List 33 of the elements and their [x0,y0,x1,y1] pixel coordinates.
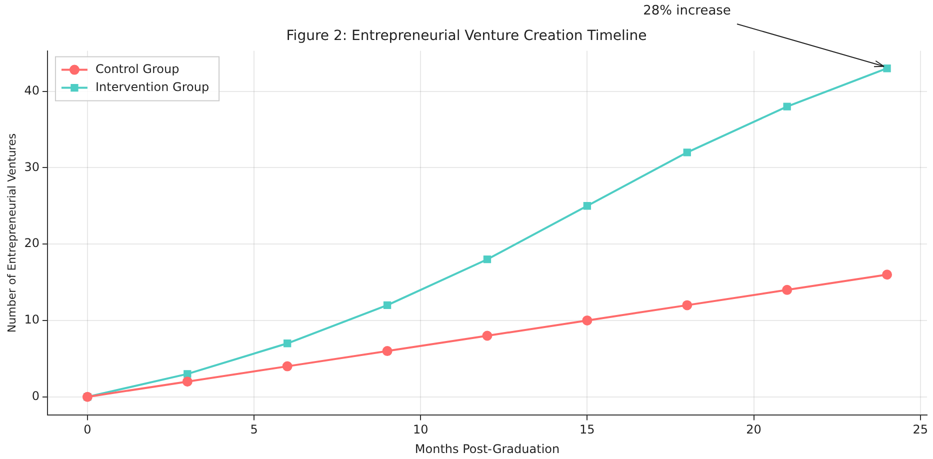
x-axis-title: Months Post-Graduation [414,442,560,456]
y-tick-label: 30 [24,160,40,174]
point [282,361,292,372]
y-axis-title: Number of Entrepreneurial Ventures [5,133,18,333]
y-tick-label: 20 [24,236,40,250]
point [582,315,592,326]
point [783,102,791,110]
point [682,300,692,310]
x-tick-label: 10 [412,422,428,437]
point [483,256,492,264]
x-tick-label: 25 [912,422,928,437]
point [883,64,891,72]
point [182,376,192,387]
y-tick-label: 0 [32,388,40,403]
point [284,340,292,348]
chart-title: Figure 2: Entrepreneurial Venture Creation Timeline [286,28,647,44]
x-tick-label: 15 [580,422,595,437]
x-tick-label: 0 [84,422,92,437]
y-tick-label: 10 [24,312,40,327]
y-tick-label: 40 [24,83,40,98]
point [184,370,192,378]
point [882,270,892,280]
point [782,284,792,295]
annotation: 28% increase [643,3,731,18]
point [382,346,392,356]
legend-label: Control Group [95,62,180,76]
legend-label: Intervention Group [95,80,210,94]
x-tick-label: 20 [746,422,762,437]
point [583,202,592,210]
point [482,330,492,341]
point [383,301,392,310]
point [683,148,691,156]
x-tick-label: 5 [250,422,258,437]
